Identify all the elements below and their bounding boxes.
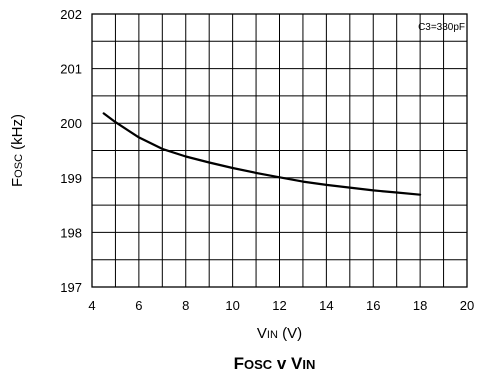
x-tick-label: 12: [272, 298, 286, 313]
x-axis-tick-labels: 4 6 8 10 12 14 16 18 20: [88, 298, 474, 313]
y-tick-label: 197: [60, 280, 82, 295]
label-part: v V: [272, 354, 303, 373]
plot-area-frame: [91, 13, 468, 288]
x-tick-label: 16: [366, 298, 380, 313]
label-part: F: [9, 178, 26, 187]
x-tick-label: 18: [413, 298, 427, 313]
x-tick-label: 10: [225, 298, 239, 313]
x-tick-label: 4: [88, 298, 95, 313]
label-part: F: [234, 354, 244, 373]
label-part: IN: [267, 329, 278, 341]
x-tick-label: 14: [319, 298, 333, 313]
label-part: IN: [302, 357, 315, 372]
capacitor-annotation: C3=330pF: [418, 22, 465, 33]
y-axis-tick-labels: 197 198 199 200 201 202: [60, 7, 82, 295]
label-part: OSC: [13, 154, 25, 178]
y-axis-label: FOSC (kHz): [9, 114, 26, 187]
fosc-curve: [102, 112, 422, 196]
series-group: [102, 112, 422, 196]
x-tick-label: 8: [182, 298, 189, 313]
label-part: (V): [278, 325, 302, 342]
y-tick-label: 201: [60, 62, 82, 77]
y-tick-label: 200: [60, 116, 82, 131]
y-tick-label: 198: [60, 225, 82, 240]
chart-caption: FOSC v VIN: [234, 354, 316, 373]
y-tick-label: 199: [60, 171, 82, 186]
x-axis-label: VIN (V): [257, 325, 302, 342]
label-part: V: [257, 325, 267, 342]
x-tick-label: 20: [460, 298, 474, 313]
label-part: (kHz): [9, 114, 26, 154]
x-tick-label: 6: [135, 298, 142, 313]
grid-lines: [92, 14, 467, 287]
y-tick-label: 202: [60, 7, 82, 22]
label-part: OSC: [244, 357, 273, 372]
